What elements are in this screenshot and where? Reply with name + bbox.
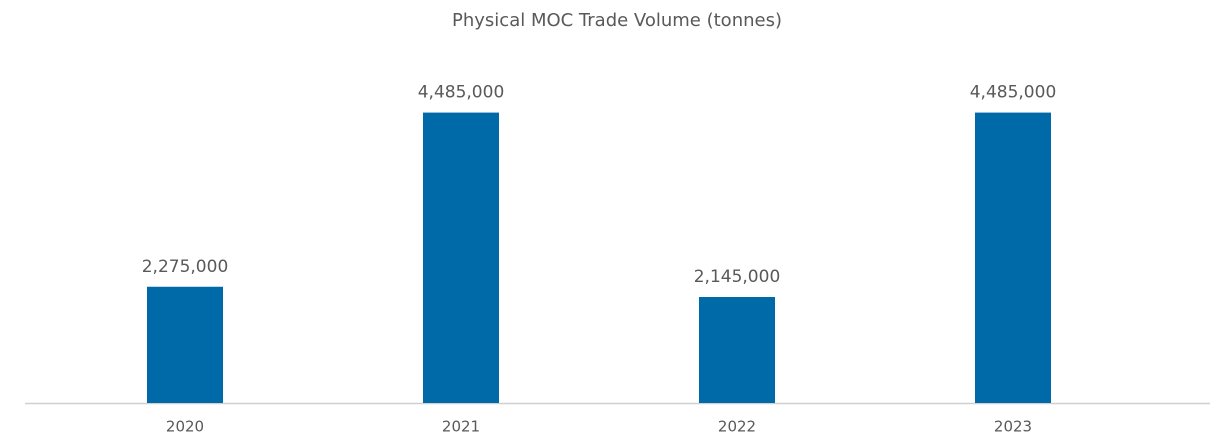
x-tick-label: 2022	[718, 418, 756, 436]
chart-title: Physical MOC Trade Volume (tonnes)	[452, 10, 782, 31]
x-tick-label: 2021	[442, 418, 480, 436]
value-label: 2,275,000	[142, 257, 229, 277]
bar	[975, 112, 1051, 403]
value-label: 4,485,000	[418, 83, 505, 103]
value-label: 4,485,000	[970, 83, 1057, 103]
x-tick-label: 2023	[994, 418, 1032, 436]
x-tick-label: 2020	[166, 418, 204, 436]
bar	[699, 297, 775, 403]
bar	[423, 112, 499, 403]
value-label: 2,145,000	[694, 267, 781, 287]
bar	[147, 286, 223, 403]
